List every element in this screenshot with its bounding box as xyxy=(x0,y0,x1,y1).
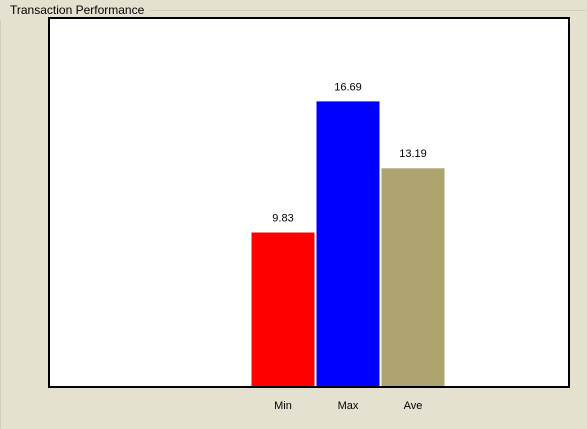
chart-title: Transaction Performance xyxy=(10,3,145,17)
value-label: 9.83 xyxy=(272,212,293,224)
value-label: 13.19 xyxy=(399,148,427,160)
x-tick-label: Max xyxy=(338,400,359,412)
bar xyxy=(316,101,380,387)
x-tick-label: Min xyxy=(274,400,292,412)
value-label: 16.69 xyxy=(334,81,362,93)
x-tick-label: Ave xyxy=(404,400,423,412)
bar xyxy=(251,232,315,386)
bar xyxy=(381,168,445,386)
